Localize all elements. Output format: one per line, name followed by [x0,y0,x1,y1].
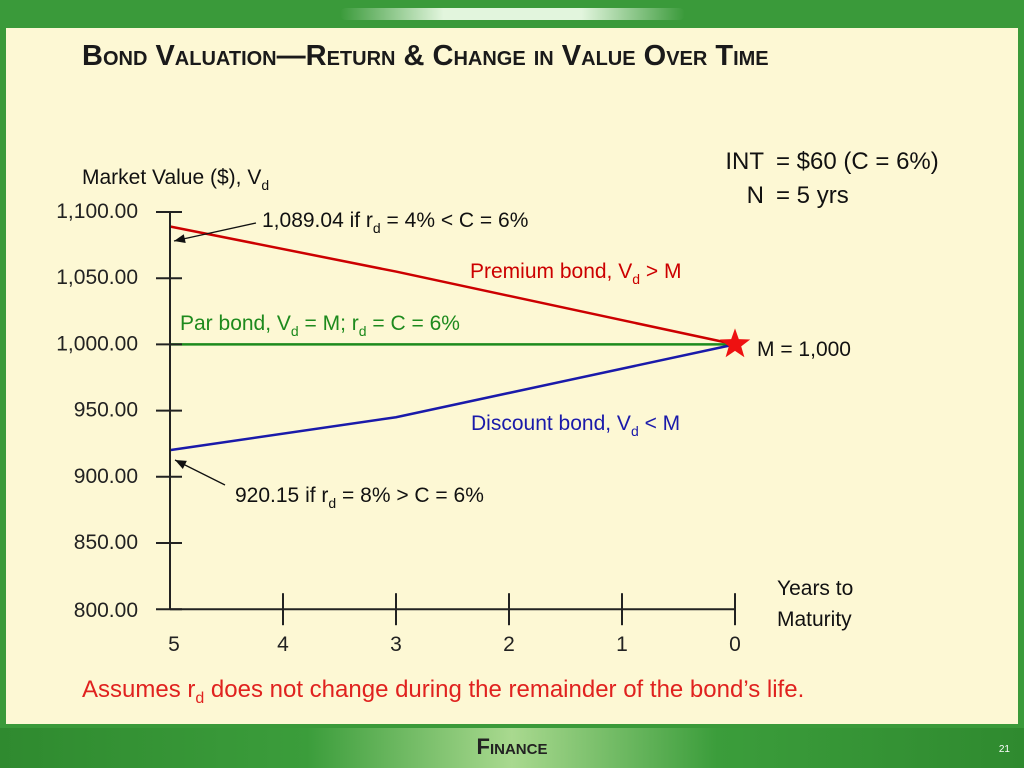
premium-value-label: 1,089.04 if rd = 4% < C = 6% [262,209,528,236]
param-1-value: = 5 yrs [776,182,849,209]
note-text-end: does not change during the remainder of … [204,676,805,703]
footer-title: Finance [476,734,548,759]
top-glow-bar [340,8,685,20]
premium-pointer-arrow-head [174,234,186,244]
slide-background [6,28,1018,724]
y-axis-title: Market Value ($), Vd [82,166,269,193]
x-tick-label-4: 4 [277,633,289,656]
discount-value-label: 920.15 if rd = 8% > C = 6% [235,484,484,511]
param-0-name: INT [725,148,764,175]
x-axis-title-line1: Years to [777,577,853,600]
x-tick-label-5: 5 [168,633,180,656]
maturity-value-label: M = 1,000 [757,338,851,361]
maturity-star [719,328,751,358]
param-1-name: N [747,182,764,209]
param-0-value: = $60 (C = 6%) [776,148,939,175]
premium-bond-line [169,225,736,346]
x-axis-title-line2: Maturity [777,608,852,631]
par-bond-label: Par bond, Vd = M; rd = C = 6% [180,312,460,339]
y-tick-label-850: 850.00 [74,531,138,554]
y-tick-label-1050: 1,050.00 [56,266,138,289]
x-tick-label-0: 0 [729,633,741,656]
assumption-note: Assumes rd does not change during the re… [82,676,804,708]
x-tick-label-1: 1 [616,633,628,656]
page-number: 21 [998,744,1010,755]
discount-bond-label: Discount bond, Vd < M [471,412,680,439]
discount-bond-line [169,343,736,452]
x-tick-label-3: 3 [390,633,402,656]
y-tick-label-900: 900.00 [74,465,138,488]
y-tick-label-1100: 1,100.00 [56,200,138,223]
discount-pointer-arrow-head [175,460,187,469]
slide-title: Bond Valuation—Return & Change in Value … [82,40,769,72]
y-tick-label-950: 950.00 [74,399,138,422]
x-tick-label-2: 2 [503,633,515,656]
note-text-start: Assumes r [82,676,196,703]
premium-bond-label: Premium bond, Vd > M [470,260,681,287]
premium-pointer-arrow [173,222,257,242]
footer-bar [0,728,1024,768]
note-subscript: d [195,689,205,707]
y-tick-label-1000: 1,000.00 [56,332,138,355]
y-tick-label-800: 800.00 [74,599,138,622]
